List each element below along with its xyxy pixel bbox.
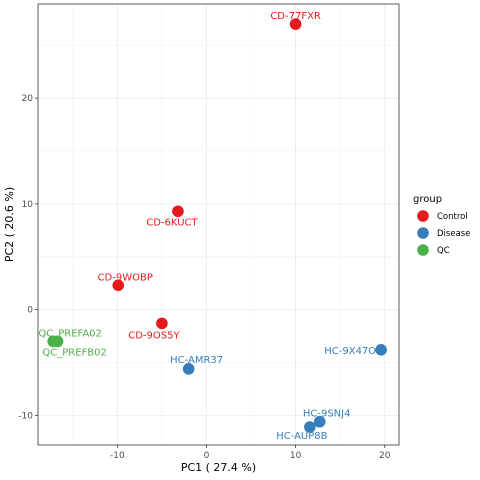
plot-panel-border	[37, 3, 400, 446]
point-label: CD-9OS5Y	[128, 330, 180, 341]
y-tick-label: 20	[22, 94, 34, 104]
x-axis-title: PC1 ( 27.4 %)	[181, 461, 256, 474]
data-point	[182, 363, 195, 375]
x-tick-label: 10	[290, 451, 302, 461]
legend-key	[417, 227, 429, 239]
grid-major	[38, 4, 399, 445]
data-point	[51, 335, 64, 348]
y-tick-label: 10	[22, 200, 34, 210]
legend-label: Control	[437, 212, 468, 222]
point-label: HC-AMR37	[170, 355, 223, 366]
legend-key	[417, 210, 429, 222]
point-label: HC-AUP8B	[276, 431, 327, 442]
data-point	[289, 18, 302, 30]
data-points	[47, 18, 387, 433]
legend-key	[417, 244, 429, 256]
point-labels: CD-77FXR CD-6KUCT CD-9WOBP CD-9OS5Y HC-AMR37…	[38, 11, 376, 442]
x-tick-label: -10	[110, 451, 125, 461]
y-axis-title: PC2 ( 20.6 %)	[3, 187, 16, 262]
point-label: HC-9SNJ4	[303, 409, 351, 420]
point-label: QC_PREFA02	[38, 328, 102, 339]
grid-minor	[38, 4, 399, 445]
y-tick-label: 0	[27, 306, 33, 316]
legend-label: QC	[437, 246, 450, 256]
legend: group Control Disease QC	[413, 194, 470, 256]
data-point	[304, 421, 316, 433]
x-tick-label: 20	[379, 451, 391, 461]
data-point	[375, 344, 387, 356]
point-label: CD-6KUCT	[146, 217, 198, 228]
legend-title: group	[413, 194, 442, 205]
x-tick-label: 0	[204, 451, 210, 461]
axis-ticks: -10 0 10 20 -10 0 10 20	[18, 94, 390, 461]
data-point	[172, 205, 184, 218]
point-label: CD-9WOBP	[98, 272, 153, 283]
point-label: HC-9X47O	[324, 346, 376, 357]
data-point	[156, 317, 168, 330]
point-label: CD-77FXR	[270, 11, 321, 22]
point-label: QC_PREFB02	[42, 347, 107, 358]
legend-label: Disease	[437, 229, 470, 239]
data-point	[112, 279, 125, 292]
y-tick-label: -10	[18, 411, 33, 421]
data-point	[313, 415, 326, 428]
